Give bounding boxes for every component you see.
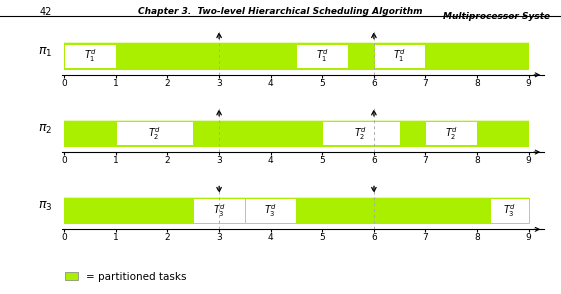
FancyBboxPatch shape — [65, 42, 528, 70]
FancyBboxPatch shape — [425, 121, 477, 146]
Legend: = partitioned tasks: = partitioned tasks — [61, 268, 191, 286]
Text: $T_2^d$: $T_2^d$ — [148, 125, 161, 141]
Text: Multiprocessor Syste: Multiprocessor Syste — [443, 12, 550, 21]
Y-axis label: $\pi_1$: $\pi_1$ — [38, 46, 52, 59]
FancyBboxPatch shape — [374, 44, 425, 68]
FancyBboxPatch shape — [65, 44, 116, 68]
Text: $T_3^d$: $T_3^d$ — [264, 202, 277, 219]
FancyBboxPatch shape — [245, 198, 297, 223]
Text: Chapter 3.  Two-level Hierarchical Scheduling Algorithm: Chapter 3. Two-level Hierarchical Schedu… — [138, 7, 423, 16]
Text: $T_2^d$: $T_2^d$ — [355, 125, 367, 141]
Text: $T_3^d$: $T_3^d$ — [503, 202, 516, 219]
FancyBboxPatch shape — [490, 198, 528, 223]
FancyBboxPatch shape — [194, 198, 245, 223]
FancyBboxPatch shape — [65, 120, 528, 147]
Text: $T_1^d$: $T_1^d$ — [393, 48, 406, 64]
FancyBboxPatch shape — [65, 197, 528, 224]
Text: $T_2^d$: $T_2^d$ — [445, 125, 458, 141]
Y-axis label: $\pi_2$: $\pi_2$ — [38, 123, 52, 136]
Text: $T_1^d$: $T_1^d$ — [84, 48, 96, 64]
Text: $T_3^d$: $T_3^d$ — [213, 202, 226, 219]
Text: $T_1^d$: $T_1^d$ — [316, 48, 329, 64]
FancyBboxPatch shape — [322, 121, 399, 146]
Y-axis label: $\pi_3$: $\pi_3$ — [38, 200, 52, 213]
FancyBboxPatch shape — [116, 121, 194, 146]
Text: 42: 42 — [39, 7, 52, 17]
FancyBboxPatch shape — [297, 44, 348, 68]
